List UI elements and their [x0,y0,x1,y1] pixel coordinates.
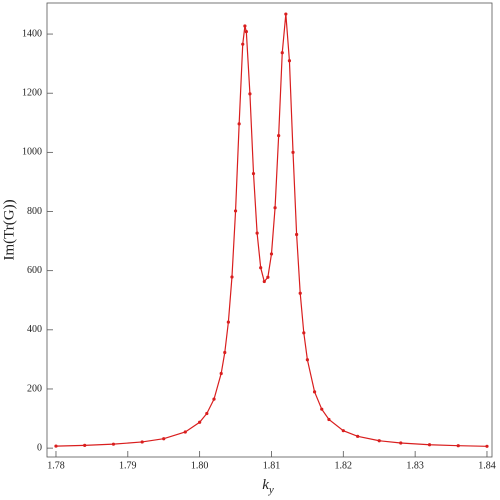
data-point [273,206,277,210]
y-tick-label: 1400 [22,28,42,39]
data-point [162,437,166,441]
data-point [280,51,284,55]
y-tick-label: 1000 [22,147,42,158]
data-point [269,252,274,256]
data-point [485,444,489,448]
data-point [251,172,256,176]
data-point [291,150,295,154]
y-tick-label: 1200 [22,88,42,99]
x-tick-label: 1.84 [478,460,496,471]
data-point [212,397,216,401]
data-point [341,429,345,433]
x-tick-label: 1.78 [47,460,65,471]
data-point [298,291,302,295]
data-point [284,12,288,16]
y-tick-label: 600 [27,265,42,276]
data-point [259,266,263,270]
data-point [377,439,381,443]
data-point [54,444,58,448]
data-point [266,275,270,279]
data-point [230,275,234,279]
data-point [277,133,281,138]
data-point [226,320,230,324]
data-point [198,420,202,424]
x-tick-label: 1.83 [406,460,424,471]
data-point [312,390,317,394]
data-point [83,443,87,447]
data-point [356,434,360,438]
data-point [241,42,245,46]
data-point [262,279,266,284]
data-point [248,92,252,96]
data-point [244,30,248,34]
y-tick-label: 800 [27,206,42,217]
data-point [287,59,292,63]
data-point [233,209,238,213]
data-point [255,231,259,235]
frame [46,2,493,458]
data-point [183,430,187,434]
x-tick-label: 1.79 [119,460,137,471]
y-tick-label: 200 [27,383,42,394]
x-label-subscript: y [268,484,274,496]
x-label-base: k [262,477,269,493]
x-tick-label: 1.81 [263,460,281,471]
y-axis-label: Im(Tr(G)) [1,199,17,260]
x-tick-label: 1.80 [191,460,209,471]
x-tick-label: 1.82 [335,460,353,471]
data-point [295,232,299,237]
series-line [55,14,487,447]
data-point [327,417,331,422]
data-point [205,411,209,416]
data-point [456,444,460,448]
data-point [243,24,247,28]
data-point [140,440,144,444]
data-point [237,122,241,126]
data-point [302,331,306,335]
data-point [320,407,324,411]
y-tick-label: 400 [27,324,42,335]
data-point [219,371,223,376]
data-point [223,350,227,355]
data-point [111,442,116,446]
data-point [399,441,403,445]
data-point [305,358,309,362]
x-axis-label: ky [262,477,274,495]
y-tick-label: 0 [37,442,42,453]
data-point [427,443,432,447]
